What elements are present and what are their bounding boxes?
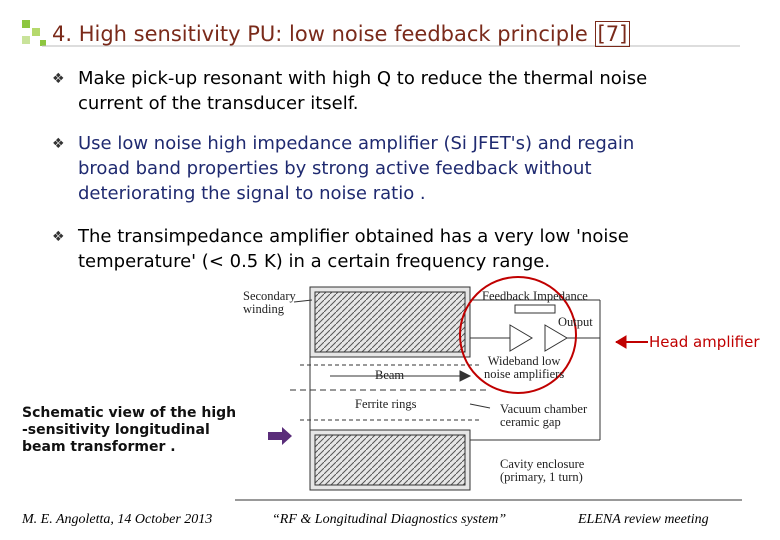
bullet-marker: ❖ <box>52 229 65 245</box>
text-line: beam transformer . <box>22 439 176 455</box>
text-line: Secondary <box>243 289 296 303</box>
text-line: broad band properties by strong active f… <box>78 158 592 179</box>
caption: Schematic view of the high -sensitivity l… <box>22 405 236 456</box>
text-line: winding <box>243 302 284 316</box>
bullet-text: The transimpedance amplifier obtained ha… <box>78 224 629 274</box>
label: Output <box>558 315 593 329</box>
text-line: Wideband low <box>487 354 561 368</box>
text-line: (primary, 1 turn) <box>500 470 583 484</box>
bullet-marker: ❖ <box>52 136 65 152</box>
bullet-marker: ❖ <box>52 71 65 87</box>
text-line: noise amplifiers <box>484 367 565 381</box>
text-line: Schematic view of the high <box>22 405 237 421</box>
text-line: temperature' (< 0.5 K) in a certain freq… <box>78 251 551 272</box>
footer-talk: “RF & Longitudinal Diagnostics system” <box>272 512 507 527</box>
footer-meeting: ELENA review meeting <box>578 512 709 527</box>
label: Ferrite rings <box>355 397 417 411</box>
schematic <box>268 276 648 491</box>
text-line: Cavity enclosure <box>500 457 585 471</box>
title-text: 4. High sensitivity PU: low noise feedba… <box>52 22 588 46</box>
reference: [7] <box>594 21 631 47</box>
label: Feedback Impedance <box>482 289 588 303</box>
text-line: deteriorating the signal to noise ratio … <box>78 183 426 204</box>
label: Vacuum chamber ceramic gap <box>500 403 587 429</box>
label: Cavity enclosure (primary, 1 turn) <box>500 458 584 484</box>
label: Wideband low noise amplifiers <box>484 355 564 381</box>
text-line: current of the transducer itself. <box>78 93 359 114</box>
head-amplifier: Head amplifier <box>649 333 760 351</box>
label: Beam <box>375 368 405 382</box>
text-line: ceramic gap <box>500 415 561 429</box>
text-line: Vacuum chamber <box>500 402 588 416</box>
text-line: Use low noise high impedance amplifier (… <box>78 133 635 154</box>
bullet-text: Use low noise high impedance amplifier (… <box>78 131 634 206</box>
bullet-text: Make pick-up resonant with high Q to red… <box>78 66 647 116</box>
text-line: -sensitivity longitudinal <box>22 422 210 438</box>
label: Secondary winding <box>243 290 296 316</box>
footer-author: M. E. Angoletta, 14 October 2013 <box>22 512 213 527</box>
text-line: The transimpedance amplifier obtained ha… <box>78 226 629 247</box>
text-line: Make pick-up resonant with high Q to red… <box>78 68 648 89</box>
title: 4. High sensitivity PU: low noise feedba… <box>52 21 631 47</box>
